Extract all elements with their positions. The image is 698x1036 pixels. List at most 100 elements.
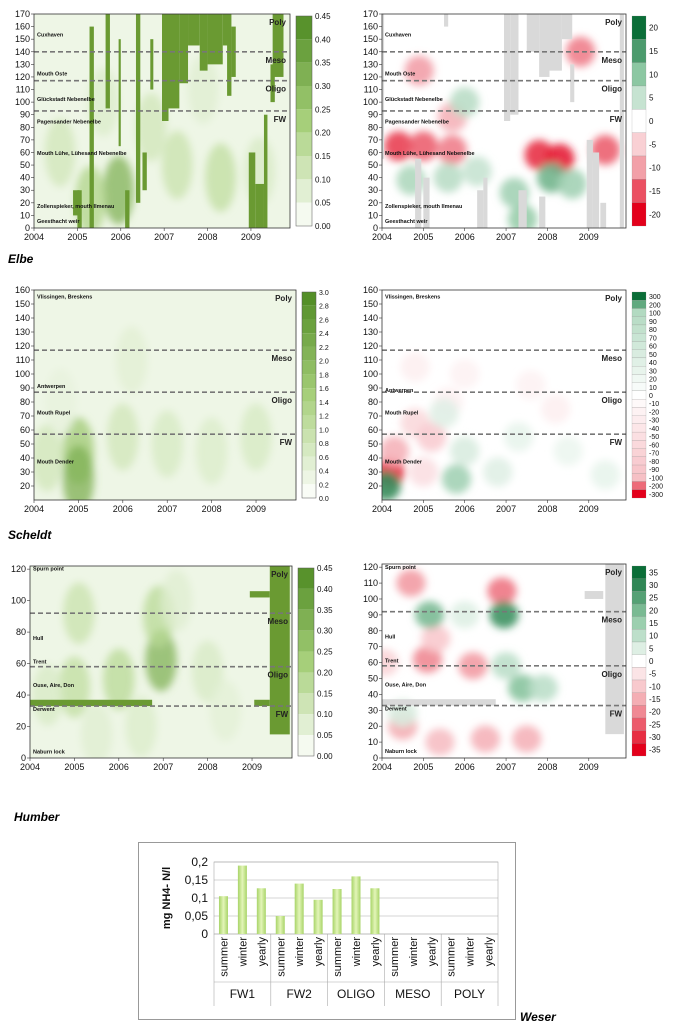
elbe-label: Elbe <box>8 252 34 266</box>
y-tick-label: 20 <box>368 721 378 731</box>
colorbar-frame <box>297 567 315 757</box>
bar <box>256 888 266 934</box>
y-tick-label: 150 <box>363 299 378 309</box>
y-tick-label: 100 <box>11 596 26 606</box>
y-tick-label: 70 <box>368 135 378 145</box>
data-blob <box>382 471 401 500</box>
data-blob <box>107 403 139 471</box>
colorbar-swatch <box>302 292 316 306</box>
colorbar-swatch <box>631 333 647 342</box>
location-label: Mouth Lühe, Lühesand Nebenelbe <box>37 151 127 157</box>
y-tick-label: 120 <box>363 562 378 572</box>
colorbar-swatch <box>631 565 647 579</box>
colorbar-swatch <box>302 388 316 402</box>
y-tick-label: 70 <box>368 411 378 421</box>
data-blob <box>516 370 546 400</box>
data-blob <box>382 436 410 466</box>
data-blob <box>151 410 183 478</box>
x-tick-label: 2005 <box>64 762 84 772</box>
y-tick-label: 120 <box>15 72 30 82</box>
y-tick-label: 90 <box>368 110 378 120</box>
plot-frame <box>381 289 627 501</box>
colorbar-swatch <box>631 489 647 499</box>
data-block <box>150 39 154 90</box>
y-tick-label: 60 <box>20 147 30 157</box>
data-blob <box>450 436 480 466</box>
data-block <box>162 14 169 121</box>
data-blob <box>388 699 418 728</box>
colorbar-label: 20 <box>649 24 658 33</box>
colorbar-swatch <box>631 291 647 301</box>
colorbar-swatch <box>631 629 647 643</box>
location-label: Pagensander Nebenelbe <box>37 120 101 126</box>
data-block <box>382 699 496 706</box>
bar <box>313 899 323 934</box>
y-tick-label: 140 <box>15 313 30 323</box>
colorbar-label: 0.05 <box>315 199 331 208</box>
colorbar-label: 70 <box>649 335 657 342</box>
bar <box>218 896 228 934</box>
y-tick-label: 150 <box>15 299 30 309</box>
category-label: summer <box>218 937 230 977</box>
colorbar-label: 1.2 <box>319 414 329 421</box>
data-blob <box>425 728 455 756</box>
zone-label: FW <box>274 115 287 124</box>
location-label: Spurn point <box>33 567 64 573</box>
y-tick-label: 60 <box>368 658 378 668</box>
category-label: winter <box>351 937 363 968</box>
location-label: Trent <box>385 659 399 665</box>
location-label: Vlissingen, Breskens <box>385 294 440 300</box>
data-blob <box>44 118 76 187</box>
category-label: yearly <box>313 937 325 967</box>
elbe-left-panel: Poly Meso Oligo FW Cuxhaven Mouth Oste Glückst… <box>4 6 342 246</box>
colorbar-swatch <box>631 132 647 157</box>
location-label: Geesthacht weir <box>37 219 80 225</box>
data-block <box>231 26 236 77</box>
colorbar-swatch <box>631 456 647 466</box>
colorbar-swatch <box>302 401 316 416</box>
location-label: Mouth Dender <box>37 460 75 466</box>
colorbar-swatch <box>302 443 316 457</box>
colorbar-swatch <box>631 692 647 706</box>
data-block <box>592 152 600 228</box>
data-blob <box>396 569 426 597</box>
weser-panel: 0 0,05 0,1 0,15 0,2 mg NH4- N/l summer winter ye… <box>138 842 516 1020</box>
y-tick-label: 30 <box>20 467 30 477</box>
location-label: Derwent <box>33 707 55 713</box>
colorbar-swatch <box>631 641 647 655</box>
y-tick-label: 0,2 <box>191 855 208 869</box>
zone-label: Oligo <box>602 85 623 94</box>
colorbar-label: 0.45 <box>317 564 333 573</box>
colorbar-frame <box>295 15 313 227</box>
data-blob <box>441 464 472 494</box>
y-tick-label: 30 <box>368 467 378 477</box>
y-tick-label: 130 <box>15 327 30 337</box>
data-block <box>188 14 200 46</box>
data-block <box>477 190 484 228</box>
colorbar-label: 0.00 <box>317 752 333 761</box>
colorbar-swatch <box>302 319 316 334</box>
location-label: Derwent <box>385 706 407 712</box>
colorbar-swatch <box>631 481 647 490</box>
data-blob <box>240 403 272 471</box>
colorbar-swatch <box>631 357 647 367</box>
colorbar-label: 25 <box>649 594 658 603</box>
humber-left-panel: Poly Meso Oligo FW Spurn point Hull Trent Ouse,… <box>4 558 344 776</box>
data-block <box>605 564 624 735</box>
data-blob <box>161 130 193 200</box>
colorbar-swatch <box>631 440 647 449</box>
group-label: FW2 <box>287 987 313 1001</box>
data-block <box>382 14 385 159</box>
data-block <box>30 699 153 707</box>
bar <box>237 865 247 934</box>
y-tick-label: 80 <box>368 122 378 132</box>
data-block <box>504 14 511 121</box>
y-tick-label: 120 <box>363 72 378 82</box>
zone-label: FW <box>280 438 293 447</box>
y-tick-label: 140 <box>15 47 30 57</box>
colorbar-frame <box>301 291 317 499</box>
colorbar-swatch <box>631 743 647 757</box>
x-tick-label: 2007 <box>496 762 516 772</box>
y-tick-label: 50 <box>368 160 378 170</box>
colorbar-label: 0 <box>649 393 653 400</box>
